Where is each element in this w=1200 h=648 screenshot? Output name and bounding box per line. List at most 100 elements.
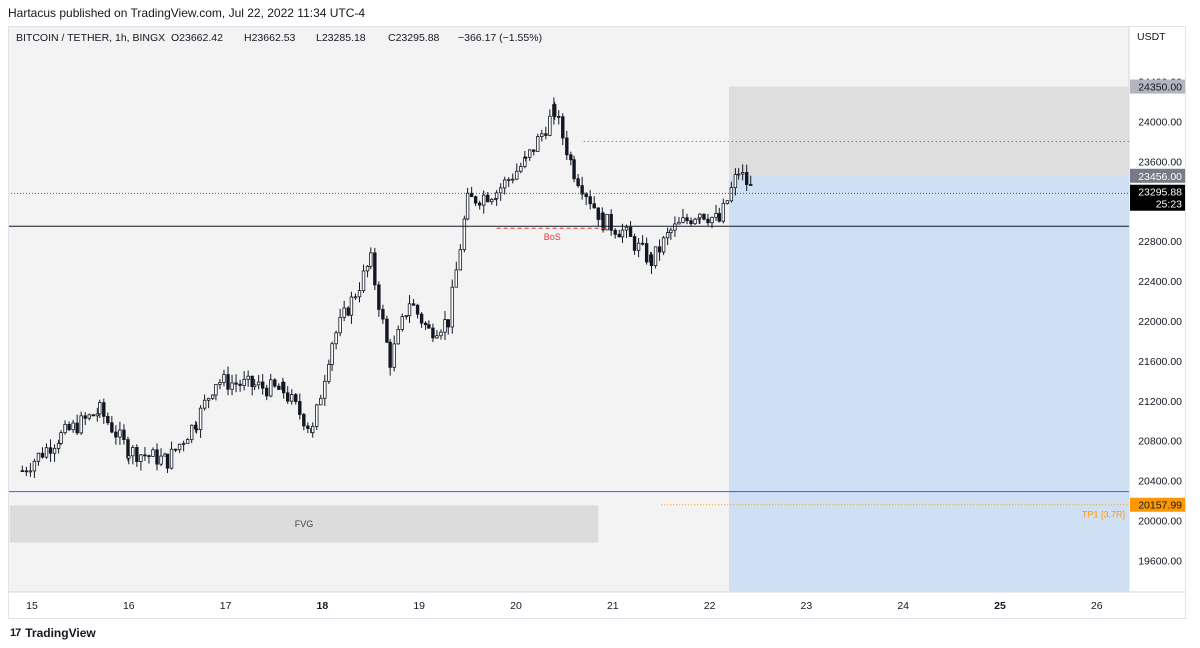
candle-body: [423, 322, 428, 326]
candle-body: [52, 447, 57, 454]
time-tick-label: 17: [220, 600, 232, 612]
candle-body: [640, 242, 645, 245]
candle-body: [135, 447, 139, 463]
candle-body: [265, 387, 269, 397]
candle-body: [230, 382, 234, 390]
candle-body: [681, 217, 685, 223]
entry-price-tag-bg: [1130, 168, 1186, 183]
price-tick-label: 23600.00: [1138, 156, 1182, 168]
candle-body: [127, 455, 131, 459]
candle-body: [210, 394, 215, 399]
candle-body: [349, 296, 354, 316]
candle-body: [620, 229, 625, 238]
candle-body: [693, 218, 697, 225]
candle-body: [502, 179, 507, 189]
candle-body: [330, 343, 334, 365]
candle-body: [202, 399, 207, 409]
candle-body: [536, 136, 540, 152]
time-axis[interactable]: 15 16 17 18 19 20 21 22 23 24 25 26: [26, 600, 1103, 612]
candle-body: [139, 454, 143, 463]
entry-price-tag: 23456.00: [1138, 171, 1182, 183]
candle-body: [439, 331, 443, 337]
candle-body: [494, 192, 499, 199]
candle-body: [628, 226, 633, 237]
candle-body: [601, 212, 605, 231]
candle-body: [729, 187, 734, 202]
time-tick-label: 16: [123, 600, 135, 612]
candle-body: [189, 424, 194, 440]
candle-body: [669, 229, 673, 233]
candle-body: [361, 270, 366, 291]
candle-body: [702, 213, 706, 220]
candle-body: [131, 447, 135, 457]
last-price-tag: 23295.88: [1138, 187, 1182, 199]
candle-body: [733, 174, 738, 189]
candle-body: [435, 335, 439, 339]
candle-body: [114, 431, 118, 438]
candle-body: [477, 202, 482, 206]
candle-body: [222, 374, 226, 383]
candle-body: [580, 185, 584, 195]
candle-body: [446, 319, 450, 328]
candle-body: [431, 327, 435, 339]
price-tick-label: 20000.00: [1138, 516, 1182, 528]
tradingview-logo[interactable]: 17 TradingView: [10, 626, 96, 640]
bos-label: BoS: [544, 232, 561, 242]
currency-label: USDT: [1137, 31, 1166, 43]
candle-body: [523, 156, 528, 159]
candle-body: [194, 428, 199, 431]
candle-body: [91, 414, 95, 417]
candle-body: [685, 217, 689, 222]
candle-body: [636, 242, 641, 251]
candle-body: [592, 203, 596, 209]
candle-body: [87, 414, 91, 419]
candle-body: [281, 382, 286, 394]
fvg-zone: [9, 505, 599, 543]
candle-body: [677, 221, 681, 225]
stop-price-tag: 24350.00: [1138, 82, 1182, 94]
candle-body: [532, 149, 536, 152]
candle-body: [147, 455, 151, 458]
chart-frame: [8, 26, 1186, 619]
candle-body: [657, 246, 662, 253]
candle-body: [294, 394, 298, 402]
price-tick-label: 21200.00: [1138, 396, 1182, 408]
candle-body: [214, 383, 218, 396]
candle-body: [400, 316, 404, 330]
candle-body: [717, 213, 721, 222]
ohlc-low: L23285.18: [316, 32, 366, 44]
candle-body: [327, 364, 331, 382]
time-tick-label: 18: [317, 600, 329, 612]
candle-body: [388, 341, 392, 368]
candle-body: [277, 385, 281, 390]
candle-body: [110, 422, 114, 433]
candle-body: [169, 448, 174, 469]
candle-body: [242, 378, 246, 386]
candle-body: [613, 229, 617, 235]
candle-body: [749, 184, 753, 186]
candle-body: [588, 196, 592, 205]
candle-body: [290, 394, 294, 402]
candle-body: [334, 332, 338, 345]
candle-body: [745, 172, 749, 185]
candle-body: [644, 243, 649, 263]
price-chart[interactable]: FVG TP1 [3.7R]BoS 24400.0024000.0023600.…: [8, 26, 1186, 619]
candle-body: [260, 381, 265, 389]
candle-body: [576, 178, 580, 187]
candle-body: [624, 226, 629, 231]
candle-body: [122, 429, 126, 440]
candle-body: [454, 269, 458, 288]
candle-body: [373, 252, 377, 286]
candle-body: [95, 413, 100, 417]
candle-body: [106, 415, 110, 424]
countdown-tag: 25:23: [1156, 199, 1182, 211]
candle-body: [71, 422, 75, 431]
candle-body: [415, 304, 420, 315]
candle-body: [482, 194, 486, 206]
candle-body: [298, 401, 302, 415]
candle-body: [528, 149, 532, 158]
lines-layer: TP1 [3.7R] BoS: [8, 140, 1129, 520]
price-axis[interactable]: 24400.0024000.0023600.0023200.0022800.00…: [1130, 77, 1186, 568]
candle-body: [102, 402, 106, 417]
candle-body: [44, 447, 49, 458]
